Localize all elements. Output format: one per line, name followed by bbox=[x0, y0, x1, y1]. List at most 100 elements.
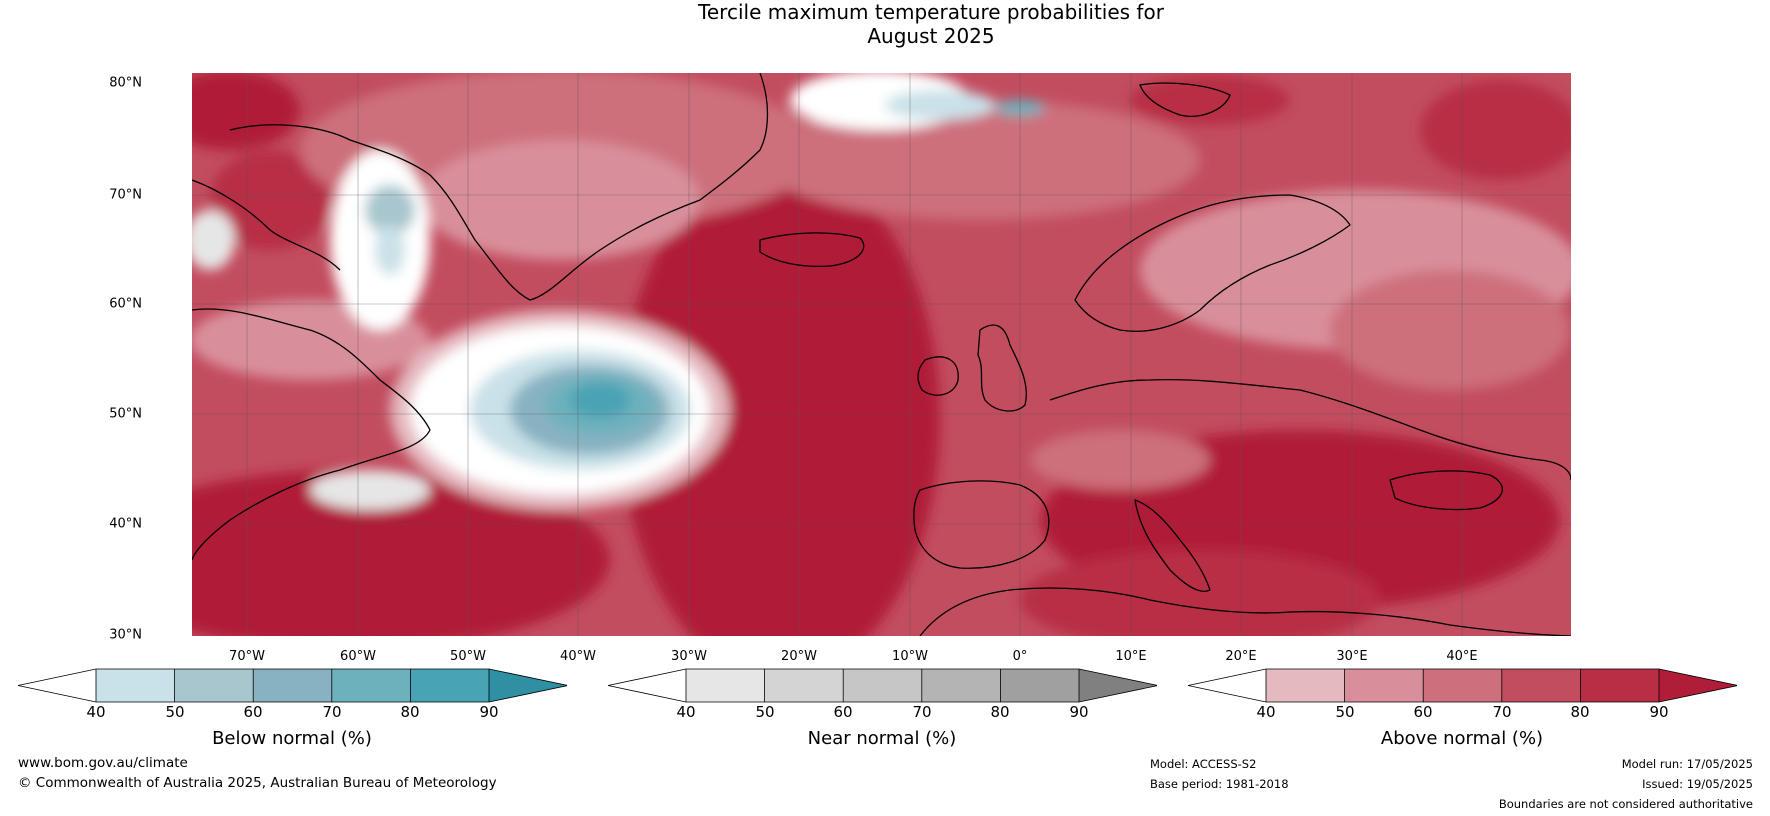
lon-label: 60°W bbox=[340, 649, 376, 664]
colorbar-segment bbox=[764, 669, 844, 702]
colorbar-tick: 60 bbox=[243, 703, 263, 721]
iceland-coast bbox=[759, 232, 865, 268]
colorbar-tick: 80 bbox=[1570, 703, 1590, 721]
great-britain-coast bbox=[977, 324, 1027, 412]
colorbar-segment bbox=[1266, 669, 1345, 702]
colorbar-tick: 50 bbox=[165, 703, 185, 721]
colorbar-tick: 80 bbox=[990, 703, 1010, 721]
colorbar-segment bbox=[1580, 669, 1659, 702]
colorbar-tick: 50 bbox=[1335, 703, 1355, 721]
colorbar-tick: 70 bbox=[912, 703, 932, 721]
base-period: Base period: 1981-2018 bbox=[1150, 777, 1289, 791]
lon-label: 40°E bbox=[1446, 649, 1478, 664]
africa-coast bbox=[919, 587, 1571, 636]
colorbar-near-normal bbox=[607, 668, 1157, 703]
colorbar-tick: 60 bbox=[833, 703, 853, 721]
svalbard-coast bbox=[1139, 82, 1231, 117]
italy-coast bbox=[1134, 499, 1211, 592]
field-patch bbox=[1330, 270, 1570, 390]
field-patch bbox=[192, 73, 300, 150]
colorbar-segment bbox=[410, 669, 489, 702]
lon-label: 30°E bbox=[1336, 649, 1368, 664]
colorbar-segment bbox=[843, 669, 922, 702]
colorbar-tick: 80 bbox=[400, 703, 420, 721]
colorbar-tick: 90 bbox=[1649, 703, 1669, 721]
colorbar-segment bbox=[1501, 669, 1581, 702]
colorbar-segment bbox=[253, 669, 332, 702]
colorbar-tick: 60 bbox=[1413, 703, 1433, 721]
probability-map bbox=[192, 73, 1571, 636]
colorbar-tick: 50 bbox=[755, 703, 775, 721]
colorbar-label: Below normal (%) bbox=[212, 728, 372, 749]
colorbar-over-triangle bbox=[1079, 669, 1157, 702]
canadian-arctic-coast bbox=[192, 179, 341, 271]
scandinavia-coast bbox=[1074, 194, 1351, 332]
europe-coast bbox=[1049, 379, 1571, 481]
colorbar-tick: 40 bbox=[676, 703, 696, 721]
colorbar-segment bbox=[174, 669, 254, 702]
boundaries-disclaimer: Boundaries are not considered authoritat… bbox=[1498, 797, 1753, 811]
colorbar-label: Near normal (%) bbox=[807, 728, 957, 749]
lon-label: 30°W bbox=[671, 649, 707, 664]
black-sea-coast bbox=[1389, 470, 1503, 511]
colorbar-under-triangle bbox=[18, 669, 96, 702]
greenland-coast bbox=[229, 73, 769, 301]
field-patch bbox=[1020, 550, 1380, 636]
colorbar-tick: 70 bbox=[1492, 703, 1512, 721]
lon-label: 40°W bbox=[560, 649, 596, 664]
field-patch bbox=[420, 140, 700, 260]
colorbar-segment bbox=[921, 669, 1001, 702]
colorbar-above-normal bbox=[1187, 668, 1737, 703]
lon-label: 10°E bbox=[1115, 649, 1147, 664]
colorbar-tick: 70 bbox=[322, 703, 342, 721]
colorbar-tick: 40 bbox=[1256, 703, 1276, 721]
map-title: Tercile maximum temperature probabilitie… bbox=[0, 0, 1770, 48]
model-name: Model: ACCESS-S2 bbox=[1150, 757, 1257, 771]
colorbar-under-triangle bbox=[1188, 669, 1266, 702]
field-patch bbox=[1030, 430, 1210, 490]
field-patch bbox=[310, 470, 430, 510]
website-link[interactable]: www.bom.gov.au/climate bbox=[18, 755, 188, 771]
lon-label: 20°E bbox=[1225, 649, 1257, 664]
model-run-date: Model run: 17/05/2025 bbox=[1621, 757, 1753, 771]
field-patch bbox=[210, 150, 330, 250]
colorbar-segment bbox=[1344, 669, 1424, 702]
lon-label: 20°W bbox=[781, 649, 817, 664]
title-line-1: Tercile maximum temperature probabilitie… bbox=[698, 0, 1164, 24]
field-patch bbox=[885, 90, 995, 120]
gridlines bbox=[192, 73, 1571, 636]
field-patch bbox=[760, 100, 1200, 220]
ireland-coast bbox=[917, 356, 959, 396]
field-patch bbox=[1420, 80, 1571, 180]
colorbar-label: Above normal (%) bbox=[1380, 728, 1544, 749]
field-patch bbox=[1130, 75, 1290, 125]
colorbar-segment bbox=[1423, 669, 1502, 702]
issued-date: Issued: 19/05/2025 bbox=[1642, 777, 1753, 791]
colorbar-segment bbox=[96, 669, 175, 702]
title-line-2: August 2025 bbox=[867, 24, 995, 48]
lon-label: 70°W bbox=[229, 649, 265, 664]
copyright-text: © Commonwealth of Australia 2025, Austra… bbox=[18, 775, 497, 791]
field-patch bbox=[365, 185, 415, 235]
colorbar-tick: 90 bbox=[1069, 703, 1089, 721]
colorbar-over-triangle bbox=[489, 669, 567, 702]
colorbar-tick: 40 bbox=[86, 703, 106, 721]
colorbar-tick: 90 bbox=[479, 703, 499, 721]
colorbar-below-normal bbox=[17, 668, 567, 703]
lon-label: 10°W bbox=[892, 649, 928, 664]
field-patch bbox=[620, 160, 940, 636]
field-patch bbox=[192, 210, 235, 270]
colorbar-segment bbox=[686, 669, 765, 702]
field-patch bbox=[570, 382, 630, 418]
iberia-coast bbox=[913, 480, 1050, 569]
coastlines bbox=[192, 73, 1571, 636]
colorbar-segment bbox=[1000, 669, 1079, 702]
lon-label: 50°W bbox=[450, 649, 486, 664]
lon-label: 0° bbox=[1012, 649, 1028, 664]
field-patch bbox=[375, 225, 405, 275]
field-patch bbox=[192, 470, 610, 636]
colorbar-under-triangle bbox=[608, 669, 686, 702]
colorbar-over-triangle bbox=[1659, 669, 1737, 702]
north-america-coast bbox=[192, 308, 431, 561]
colorbar-segment bbox=[331, 669, 411, 702]
